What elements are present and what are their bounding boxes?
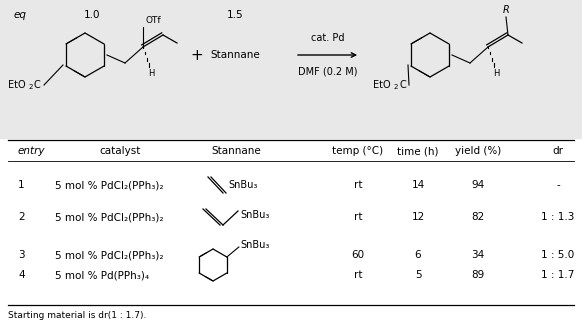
Text: yield (%): yield (%)	[455, 146, 501, 156]
Text: 2: 2	[29, 84, 33, 90]
Text: entry: entry	[18, 146, 45, 156]
Text: Stannane: Stannane	[210, 50, 260, 60]
Text: OTf: OTf	[145, 16, 161, 25]
Text: 5 mol % PdCl₂(PPh₃)₂: 5 mol % PdCl₂(PPh₃)₂	[55, 180, 164, 190]
Text: H: H	[493, 69, 499, 78]
Text: catalyst: catalyst	[100, 146, 141, 156]
Text: 82: 82	[471, 212, 485, 222]
Bar	[0, 138, 582, 323]
Bar	[0, 0, 582, 138]
Text: 2: 2	[18, 212, 24, 222]
Text: +: +	[191, 47, 203, 62]
Text: R: R	[503, 5, 509, 15]
Text: 5: 5	[415, 270, 421, 280]
Text: time (h): time (h)	[398, 146, 439, 156]
Text: 5 mol % Pd(PPh₃)₄: 5 mol % Pd(PPh₃)₄	[55, 270, 149, 280]
Text: 1.0: 1.0	[84, 10, 100, 20]
Text: rt: rt	[354, 212, 362, 222]
Text: Starting material is dr(1 : 1.7).: Starting material is dr(1 : 1.7).	[8, 310, 147, 319]
Text: SnBu₃: SnBu₃	[241, 240, 270, 250]
Text: eq: eq	[14, 10, 27, 20]
Text: 3: 3	[18, 250, 24, 260]
Text: EtO: EtO	[8, 80, 26, 90]
Text: 60: 60	[352, 250, 364, 260]
Text: 14: 14	[411, 180, 425, 190]
Text: 1 : 1.7: 1 : 1.7	[541, 270, 574, 280]
Text: -: -	[556, 180, 560, 190]
Text: Stannane: Stannane	[211, 146, 261, 156]
Text: 6: 6	[415, 250, 421, 260]
Text: C: C	[34, 80, 41, 90]
Text: SnBu₃: SnBu₃	[228, 180, 257, 190]
Text: cat. Pd: cat. Pd	[311, 33, 344, 43]
Text: dr: dr	[552, 146, 563, 156]
Text: H: H	[148, 69, 154, 78]
Text: 5 mol % PdCl₂(PPh₃)₂: 5 mol % PdCl₂(PPh₃)₂	[55, 250, 164, 260]
Text: 94: 94	[471, 180, 485, 190]
Text: 89: 89	[471, 270, 485, 280]
Text: rt: rt	[354, 180, 362, 190]
Text: EtO: EtO	[373, 80, 391, 90]
Text: rt: rt	[354, 270, 362, 280]
Text: 1.5: 1.5	[226, 10, 243, 20]
Text: 1: 1	[18, 180, 24, 190]
Text: 5 mol % PdCl₂(PPh₃)₂: 5 mol % PdCl₂(PPh₃)₂	[55, 212, 164, 222]
Text: DMF (0.2 M): DMF (0.2 M)	[298, 67, 357, 77]
Text: 1 : 1.3: 1 : 1.3	[541, 212, 574, 222]
Text: 2: 2	[394, 84, 398, 90]
Text: C: C	[399, 80, 406, 90]
Text: 4: 4	[18, 270, 24, 280]
Text: 12: 12	[411, 212, 425, 222]
Text: 1 : 5.0: 1 : 5.0	[541, 250, 574, 260]
Text: SnBu₃: SnBu₃	[240, 210, 269, 220]
Text: 34: 34	[471, 250, 485, 260]
Text: temp (°C): temp (°C)	[332, 146, 384, 156]
